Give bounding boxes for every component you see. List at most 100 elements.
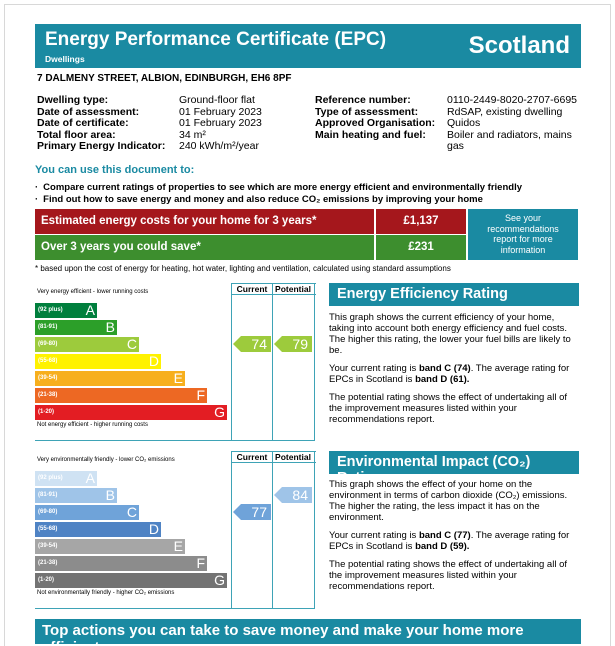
env-current-rating: Your current rating is band C (77). The …: [329, 530, 579, 552]
band-letter: D: [148, 521, 159, 537]
rating-band-b: (81-91) B: [35, 488, 117, 503]
band-range: (81-91): [38, 492, 58, 498]
band-range: (55-68): [38, 526, 58, 532]
chart-bottom-border: [35, 608, 315, 609]
rating-band-b: (81-91) B: [35, 320, 117, 335]
info-value: 01 February 2023: [179, 105, 262, 118]
info-right: Reference number: 0110-2449-8020-2707-669…: [315, 94, 587, 153]
info-label: Main heating and fuel:: [315, 128, 426, 141]
info-row: Dwelling type: Ground-floor flat: [37, 94, 262, 107]
use-list: Compare current ratings of properties to…: [35, 182, 522, 206]
chart-bottom-note: Not environmentally friendly - higher CO…: [37, 590, 175, 596]
column-potential-header: Potential: [275, 452, 311, 462]
chart-bottom-note: Not energy efficient - higher running co…: [37, 422, 148, 428]
column-header-line: [231, 294, 316, 295]
band-range: (1-20): [38, 409, 55, 415]
band-range: (69-80): [38, 509, 58, 515]
info-value: Boiler and radiators, mains gas: [447, 128, 572, 152]
page-frame: [4, 4, 611, 646]
info-value: Ground-floor flat: [179, 94, 255, 106]
band-letter: C: [126, 336, 137, 352]
column-divider: [314, 283, 315, 440]
recommendations-box[interactable]: See your recommendations report for more…: [468, 209, 578, 260]
chart-bottom-border: [35, 440, 315, 441]
rating-band-e: (39-54) E: [35, 371, 185, 386]
current-band: band C (77): [418, 530, 471, 541]
rating-band-a: (92 plus) A: [35, 303, 97, 318]
info-value: 34 m²: [179, 128, 206, 141]
cost-value: £1,137: [376, 209, 466, 234]
column-divider: [314, 451, 315, 608]
chart-top-note: Very energy efficient - lower running co…: [37, 289, 149, 295]
info-value: RdSAP, existing dwelling: [447, 105, 563, 118]
energy-rating-heading: Energy Efficiency Rating: [329, 283, 579, 306]
band-range: (81-91): [38, 324, 58, 330]
info-label: Date of certificate:: [37, 117, 129, 129]
band-letter: G: [214, 404, 225, 420]
average-band: band D (61).: [415, 374, 470, 385]
band-range: (21-38): [38, 392, 58, 398]
band-letter: F: [196, 555, 205, 571]
rating-band-e: (39-54) E: [35, 539, 185, 554]
band-letter: B: [105, 487, 115, 503]
current-rating-pointer: 77: [233, 504, 271, 520]
info-left: Dwelling type: Ground-floor flat Date of …: [37, 94, 262, 153]
info-label: Total floor area:: [37, 128, 116, 141]
use-heading: You can use this document to:: [35, 164, 195, 176]
band-letter: A: [85, 302, 95, 318]
rating-band-f: (21-38) F: [35, 388, 207, 403]
property-address: 7 DALMENY STREET, ALBION, EDINBURGH, EH6…: [37, 73, 292, 84]
band-letter: A: [85, 470, 95, 486]
band-letter: E: [173, 538, 183, 554]
column-divider: [272, 283, 273, 440]
header-country: Scotland: [468, 32, 570, 59]
column-header-line: [231, 462, 316, 463]
current-band: band C (74): [418, 363, 471, 374]
cost-value: £231: [376, 235, 466, 260]
info-row: Approved Organisation: Quidos: [315, 117, 587, 130]
energy-current-rating: Your current rating is band C (74). The …: [329, 363, 579, 385]
top-actions-heading: Top actions you can take to save money a…: [35, 619, 581, 646]
band-letter: F: [196, 387, 205, 403]
cost-label: Over 3 years you could save*: [35, 235, 374, 260]
info-row: Date of assessment: 01 February 2023: [37, 105, 262, 119]
use-item: Compare current ratings of properties to…: [35, 182, 522, 194]
column-divider: [272, 451, 273, 608]
text: . The average rating for EPCs in Scotlan…: [329, 530, 570, 552]
env-potential-desc: The potential rating shows the effect of…: [329, 559, 568, 592]
info-label: Dwelling type:: [37, 94, 109, 106]
chart-top-note: Very environmentally friendly - lower CO…: [37, 457, 175, 463]
header-title: Energy Performance Certificate (EPC): [45, 29, 387, 50]
average-band: band D (59).: [415, 541, 470, 552]
info-label: Approved Organisation:: [315, 117, 436, 129]
info-row: Reference number: 0110-2449-8020-2707-669…: [315, 94, 587, 107]
column-current-header: Current: [236, 452, 268, 462]
column-divider: [231, 283, 232, 440]
band-range: (39-54): [38, 375, 58, 381]
info-row: Total floor area: 34 m²: [37, 128, 262, 142]
info-label: Reference number:: [315, 94, 411, 106]
band-range: (92 plus): [38, 475, 63, 481]
rating-band-g: (1-20) G: [35, 573, 227, 588]
energy-desc: This graph shows the current efficiency …: [329, 312, 571, 356]
rating-band-d: (55-68) D: [35, 354, 161, 369]
info-label: Date of assessment:: [37, 105, 140, 118]
band-letter: G: [214, 572, 225, 588]
energy-potential-desc: The potential rating shows the effect of…: [329, 392, 568, 425]
info-value: 0110-2449-8020-2707-6695: [447, 94, 577, 106]
text: Your current rating is: [329, 363, 419, 374]
current-rating-pointer: 74: [233, 336, 271, 352]
env-rating-text: This graph shows the effect of your home…: [329, 479, 579, 599]
potential-rating-pointer: 84: [274, 487, 312, 503]
env-rating-heading: Environmental Impact (CO₂) Rating: [329, 451, 579, 486]
band-range: (92 plus): [38, 307, 63, 313]
rating-band-f: (21-38) F: [35, 556, 207, 571]
column-header-line: [231, 283, 316, 284]
use-item: Find out how to save energy and money an…: [35, 194, 522, 206]
band-letter: E: [173, 370, 183, 386]
rating-band-c: (69-80) C: [35, 505, 139, 520]
band-range: (69-80): [38, 341, 58, 347]
band-range: (39-54): [38, 543, 58, 549]
band-range: (55-68): [38, 358, 58, 364]
info-value: 01 February 2023: [179, 117, 262, 129]
